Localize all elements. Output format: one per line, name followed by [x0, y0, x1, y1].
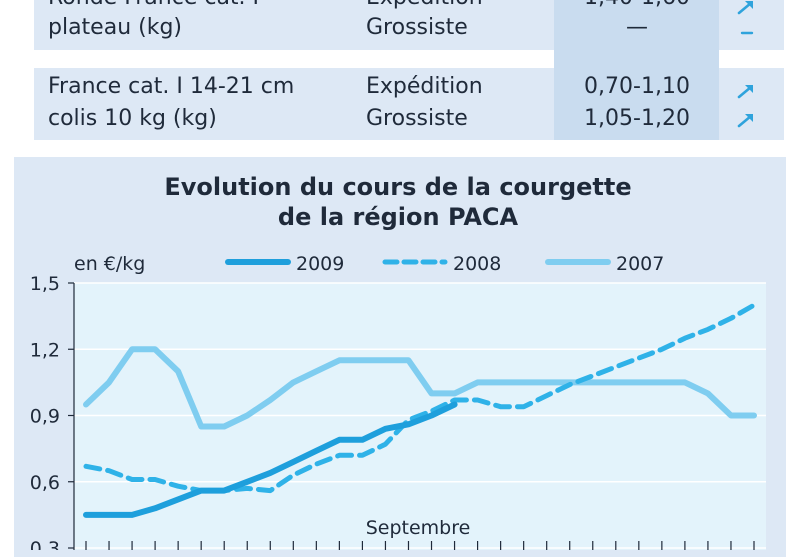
trend-up-icon [737, 85, 753, 99]
y-tick-label: 0,9 [30, 406, 60, 428]
product-name: France cat. I 14-21 cm [48, 74, 295, 99]
legend-label-2007: 2007 [616, 253, 664, 275]
chart-title-line1: Evolution du cours de la courgette [164, 173, 631, 201]
x-axis-label: Septembre [366, 517, 471, 539]
series-line-2009 [83, 401, 458, 518]
legend-label-2008: 2008 [453, 253, 501, 275]
price-value: 1,05-1,20 [584, 106, 690, 131]
price-value: 1,40-1,60 [567, 0, 707, 13]
price-value: 0,70-1,10 [584, 74, 690, 99]
series-line-2007 [83, 346, 757, 430]
price-column [554, 0, 719, 140]
trend-up-icon [737, 114, 753, 128]
y-tick-label: 1,2 [30, 339, 60, 361]
y-axis-unit-label: en €/kg [74, 253, 145, 275]
stage-label: Expédition [366, 0, 483, 13]
stage-label: Expédition [366, 74, 483, 99]
legend-label-2009: 2009 [296, 253, 344, 275]
product-packaging: plateau (kg) [48, 15, 183, 40]
price-value: — [626, 15, 648, 40]
data-series [83, 302, 757, 518]
x-tick-marks [85, 541, 755, 550]
trend-up-icon [737, 1, 753, 15]
stage-label: Grossiste [366, 106, 468, 131]
y-tick-label: 0,6 [30, 472, 60, 494]
trend-stable-icon [740, 31, 754, 35]
product-packaging: colis 10 kg (kg) [48, 106, 217, 131]
product-name: Ronde France cat. I [48, 0, 259, 13]
y-tick-labels: 0,3 0,6 0,9 1,2 1,5 [30, 273, 60, 550]
chart-legend: 2009 2008 2007 [225, 253, 664, 275]
stage-label: Grossiste [366, 15, 468, 40]
chart-title-line2: de la région PACA [278, 203, 519, 231]
price-table: Ronde France cat. I plateau (kg) Expédit… [14, 0, 784, 140]
y-tick-label: 1,5 [30, 273, 60, 295]
y-tick-label: 0,3 [30, 538, 60, 550]
